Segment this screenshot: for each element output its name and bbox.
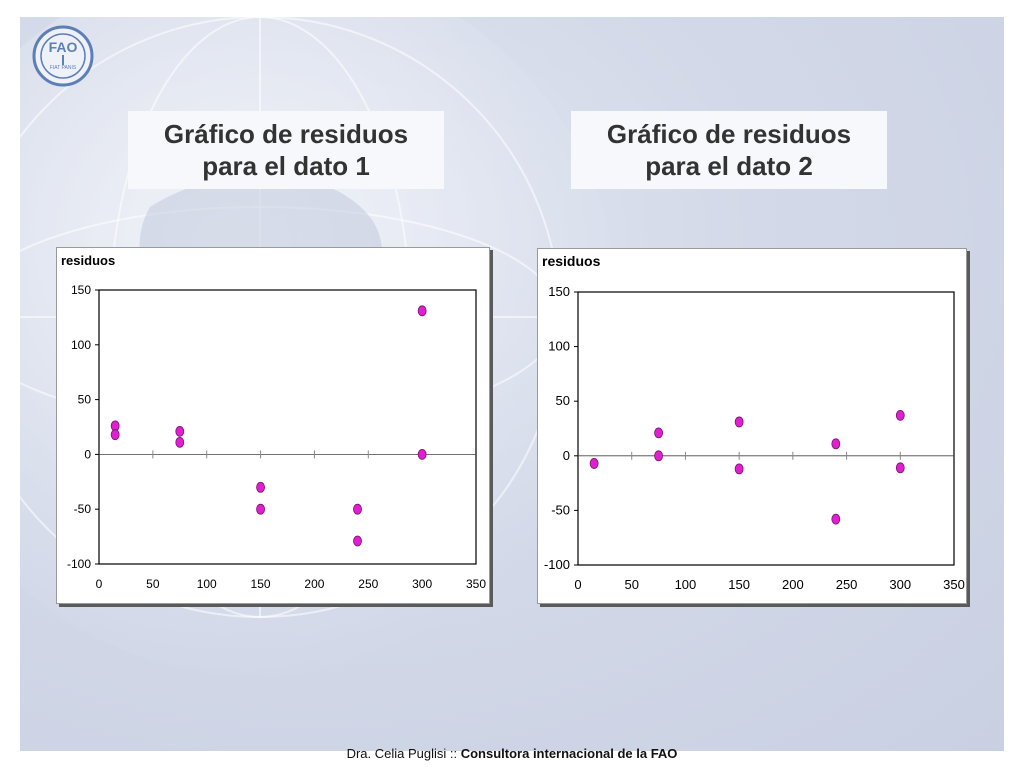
data-point	[895, 409, 905, 421]
footer-sep: ::	[446, 746, 461, 761]
y-axis-label: residuos	[542, 253, 601, 269]
logo-letters: FAO	[49, 39, 78, 55]
x-tick-label: 250	[836, 577, 858, 592]
x-tick-label: 100	[675, 577, 697, 592]
data-point	[589, 458, 599, 469]
x-tick-label: 150	[728, 577, 750, 592]
title-left: Gráfico de residuos para el dato 1	[128, 111, 444, 189]
footer-author: Dra. Celia Puglisi	[346, 746, 447, 761]
y-tick-label: 150	[548, 284, 570, 299]
x-tick-label: 250	[358, 577, 378, 591]
residual-chart-1-svg: residuos -100 -50 0 50 100 150 0 50 100 150 200 250 3…	[61, 253, 486, 591]
y-tick-label: 100	[71, 338, 91, 352]
x-tick-label: 350	[943, 577, 965, 592]
y-tick-label: -100	[67, 557, 91, 571]
data-point	[110, 429, 120, 441]
x-tick-label: 200	[304, 577, 324, 591]
y-tick-label: 0	[563, 448, 570, 463]
residual-chart-1: residuos -100 -50 0 50 100 150 0 50 100 150 200 250 3…	[56, 247, 490, 604]
x-tick-label: 150	[251, 577, 271, 591]
y-tick-label: -50	[74, 502, 92, 516]
x-tick-label: 50	[624, 577, 638, 592]
y-tick-label: 50	[556, 393, 570, 408]
x-tick-label: 50	[146, 577, 160, 591]
y-tick-label: 150	[71, 283, 91, 297]
data-point	[831, 438, 841, 450]
data-point	[256, 481, 265, 493]
x-tick-label: 0	[574, 577, 581, 592]
residual-chart-2: residuos -100 -50 0 50 100 150 0 50 100 150 200 250 3…	[537, 248, 967, 604]
footer: Dra. Celia Puglisi :: Consultora interna…	[0, 746, 1024, 761]
data-point	[417, 448, 427, 460]
y-tick-label: 50	[78, 393, 92, 407]
data-point	[831, 513, 841, 525]
y-axis-label: residuos	[61, 253, 115, 268]
data-point	[256, 503, 265, 515]
data-point	[417, 305, 427, 317]
logo-motto: FIAT PANIS	[50, 65, 77, 71]
x-tick-label: 300	[889, 577, 911, 592]
fao-logo: FAO FIAT PANIS	[32, 25, 94, 87]
title-left-line2: para el dato 1	[202, 151, 370, 181]
title-right-line1: Gráfico de residuos	[606, 119, 852, 149]
data-point	[895, 462, 905, 474]
footer-role: Consultora internacional de la FAO	[460, 746, 678, 761]
x-tick-label: 100	[197, 577, 217, 591]
data-point	[734, 463, 744, 475]
data-point	[175, 425, 185, 437]
x-tick-label: 200	[782, 577, 804, 592]
data-point	[654, 427, 663, 439]
y-tick-label: 0	[84, 447, 91, 461]
data-point	[175, 436, 185, 448]
title-right-line2: para el dato 2	[645, 151, 813, 181]
y-tick-label: -100	[544, 557, 570, 572]
data-point	[654, 450, 663, 462]
plot-area	[98, 289, 477, 565]
data-point	[734, 416, 744, 428]
x-tick-label: 350	[466, 577, 486, 591]
title-right: Gráfico de residuos para el dato 2	[571, 111, 887, 189]
data-point	[353, 535, 362, 547]
x-tick-label: 0	[96, 577, 103, 591]
title-left-line1: Gráfico de residuos	[163, 119, 409, 149]
residual-chart-2-svg: residuos -100 -50 0 50 100 150 0 50 100 150 200 250 3…	[542, 253, 965, 592]
data-point	[353, 503, 362, 515]
y-tick-label: 100	[548, 339, 570, 354]
y-tick-label: -50	[551, 502, 570, 517]
x-tick-label: 300	[412, 577, 432, 591]
plot-area	[577, 291, 955, 566]
